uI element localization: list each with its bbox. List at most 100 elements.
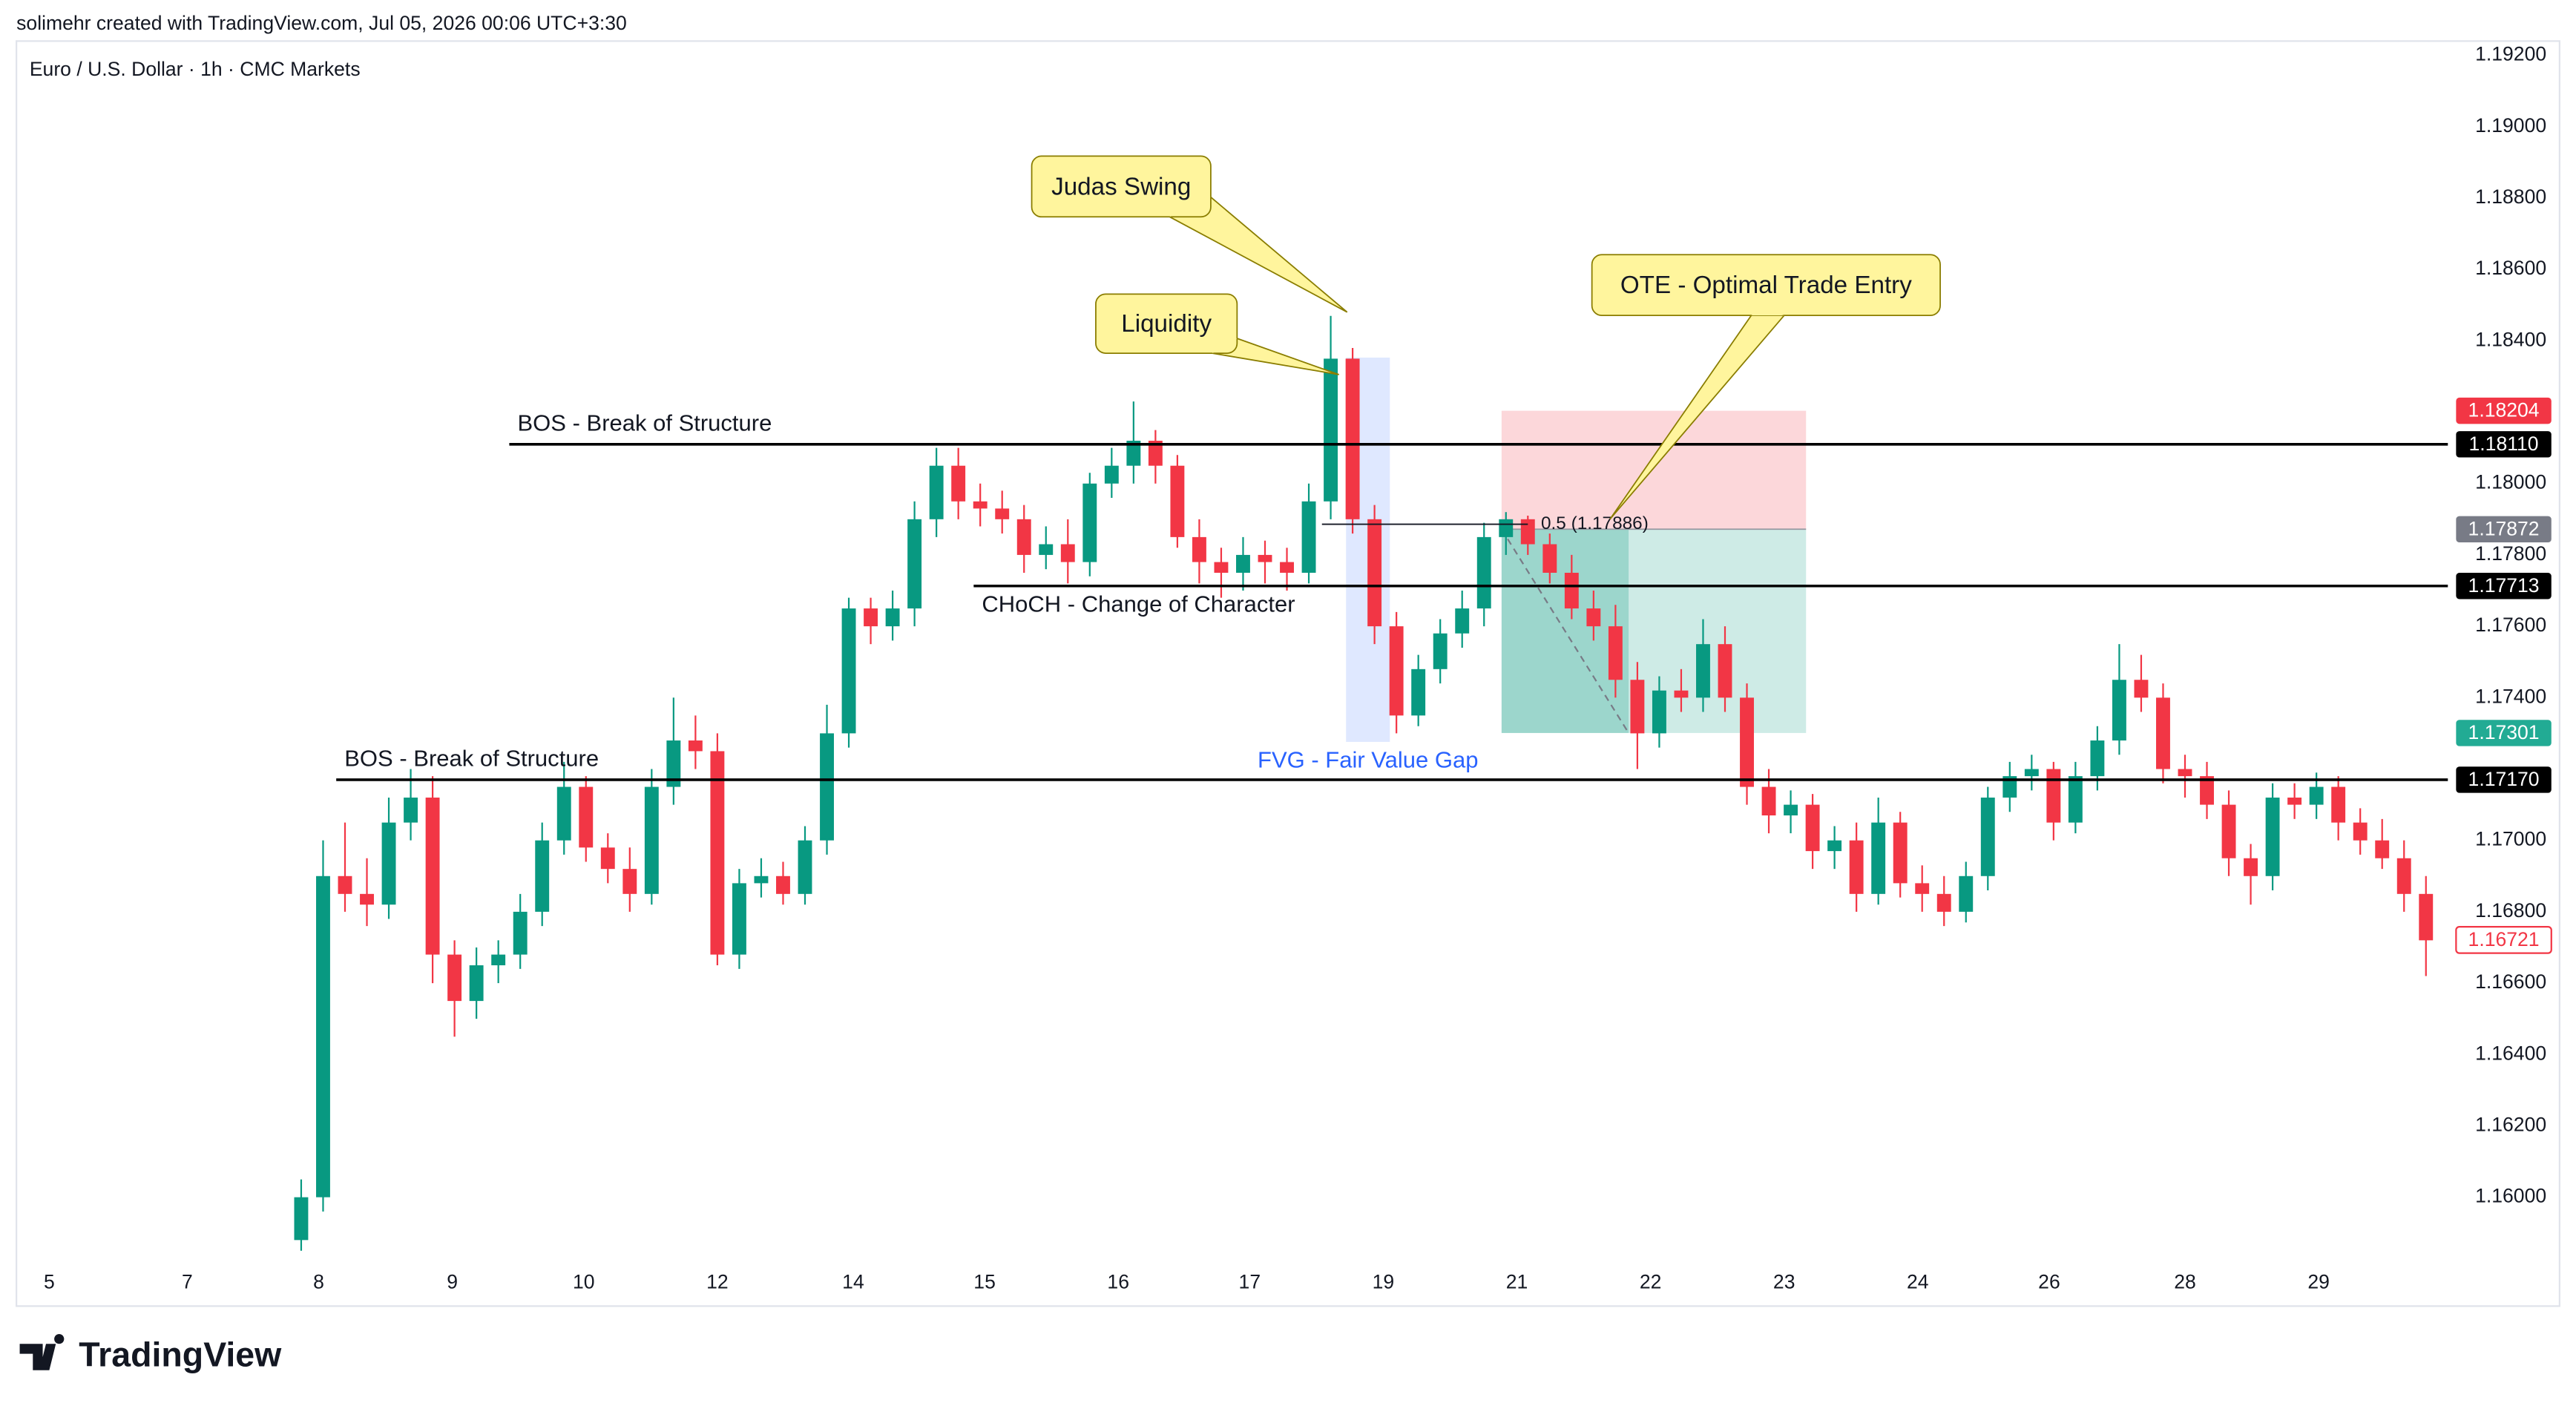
- fib-label: 0.5 (1.17886): [1541, 513, 1649, 533]
- x-tick-label: 22: [1640, 1270, 1662, 1292]
- candle-body: [732, 883, 746, 955]
- candle-body: [1126, 441, 1141, 466]
- candle-body: [1564, 572, 1579, 609]
- x-tick-label: 12: [706, 1270, 729, 1292]
- callout-box: [1095, 293, 1238, 354]
- position-tag-bg: [2456, 516, 2552, 543]
- candle-body: [1520, 519, 1535, 545]
- candle-body: [1761, 786, 1776, 816]
- candle-body: [1170, 465, 1185, 537]
- candle-body: [1652, 690, 1666, 734]
- attribution: solimehr created with TradingView.com, J…: [16, 12, 627, 34]
- candle-body: [1499, 519, 1514, 537]
- candle-body: [885, 608, 900, 627]
- candle-body: [1148, 441, 1163, 466]
- candle-body: [1696, 644, 1710, 698]
- x-tick-label: 24: [1907, 1270, 1929, 1292]
- y-tick-label: 1.16600: [2475, 970, 2546, 993]
- candle-body: [1980, 797, 1995, 876]
- candle-body: [1476, 536, 1491, 609]
- candle-body: [1345, 358, 1360, 519]
- candle-body: [929, 465, 944, 519]
- last-price-tag-bg: [2455, 926, 2552, 954]
- candle-body: [2419, 893, 2434, 941]
- candle-body: [1455, 608, 1470, 634]
- candle-body: [469, 965, 484, 1002]
- candle-body: [491, 954, 506, 966]
- position-tag: 1.17301: [2468, 721, 2540, 743]
- x-tick-label: 8: [313, 1270, 324, 1292]
- candle-body: [535, 840, 550, 912]
- candle-body: [600, 847, 615, 870]
- candle-body: [2353, 822, 2368, 841]
- y-tick-label: 1.18400: [2475, 328, 2546, 350]
- fvg-label: FVG - Fair Value Gap: [1258, 747, 1478, 773]
- candle-body: [2156, 697, 2170, 769]
- candle-body: [1280, 562, 1294, 573]
- candle-body: [1871, 822, 1886, 894]
- candle-body: [1915, 883, 1930, 894]
- x-tick-label: 29: [2307, 1270, 2330, 1292]
- candle-body: [1959, 876, 1974, 912]
- annotations: FVG - Fair Value Gap BOS - Break of Struc…: [336, 155, 2448, 781]
- candle-body: [1082, 483, 1097, 562]
- callout-text: Judas Swing: [1051, 173, 1191, 200]
- candle-body: [1936, 893, 1951, 912]
- x-tick-label: 14: [842, 1270, 864, 1292]
- x-tick-label: 26: [2038, 1270, 2060, 1292]
- x-tick-label: 9: [447, 1270, 458, 1292]
- candle-body: [1324, 358, 1338, 502]
- price-tag-bg: [2456, 766, 2552, 793]
- candle-body: [1893, 822, 1908, 884]
- price-tag-bg: [2456, 573, 2552, 599]
- candle-body: [1301, 501, 1316, 573]
- candle-body: [2309, 786, 2324, 805]
- callout-joint: [1212, 338, 1238, 354]
- y-tick-label: 1.17800: [2475, 542, 2546, 565]
- candle-body: [864, 608, 878, 627]
- candle-body: [2134, 680, 2149, 698]
- position-tag-bg: [2456, 720, 2552, 746]
- y-tick-label: 1.19000: [2475, 114, 2546, 137]
- candle-body: [1411, 668, 1426, 716]
- y-tick-label: 1.16000: [2475, 1185, 2546, 1207]
- x-tick-label: 19: [1373, 1270, 1395, 1292]
- logo-text: TradingView: [79, 1335, 282, 1373]
- callout-joint: [1751, 309, 1784, 316]
- candle-body: [2244, 858, 2258, 876]
- candle-body: [1849, 840, 1864, 894]
- y-tick-label: 1.19200: [2475, 43, 2546, 65]
- price-tag-bg: [2456, 431, 2552, 458]
- x-tick-label: 5: [44, 1270, 55, 1292]
- y-tick-label: 1.16800: [2475, 899, 2546, 922]
- candle-body: [2068, 776, 2083, 823]
- candle-body: [1039, 544, 1054, 555]
- candle-body: [710, 751, 725, 955]
- x-tick-label: 17: [1239, 1270, 1261, 1292]
- chart-frame: [16, 40, 2560, 1307]
- level-label: CHoCH - Change of Character: [982, 591, 1295, 617]
- level-label: BOS - Break of Structure: [518, 410, 772, 436]
- candle-body: [404, 797, 418, 823]
- position-tag-bg: [2456, 397, 2552, 424]
- candle-body: [644, 786, 659, 894]
- candle-body: [2112, 680, 2126, 741]
- callout-box: [1031, 155, 1212, 218]
- candle-body: [1674, 690, 1689, 698]
- candle-body: [841, 608, 856, 734]
- position-tag: 1.17872: [2468, 517, 2540, 539]
- candle-body: [1104, 465, 1119, 484]
- candle-body: [907, 519, 922, 609]
- y-tick-label: 1.18800: [2475, 185, 2546, 208]
- candle-body: [425, 797, 440, 955]
- candle-body: [973, 501, 988, 509]
- candles: [294, 315, 2434, 1251]
- candle-body: [1608, 626, 1623, 680]
- candle-body: [1060, 544, 1075, 562]
- price-tag: 1.18110: [2469, 433, 2539, 455]
- candle-body: [1389, 626, 1404, 716]
- candle-body: [1236, 554, 1250, 573]
- candle-body: [798, 840, 812, 894]
- candle-body: [2287, 797, 2302, 805]
- y-tick-label: 1.17000: [2475, 828, 2546, 850]
